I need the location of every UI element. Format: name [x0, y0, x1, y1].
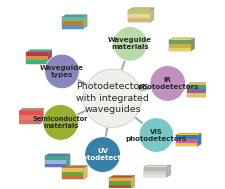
- Polygon shape: [62, 176, 83, 179]
- Polygon shape: [187, 85, 208, 97]
- Text: Waveguide
types: Waveguide types: [40, 65, 84, 78]
- Polygon shape: [187, 93, 208, 97]
- Text: Semiconductor
materials: Semiconductor materials: [33, 116, 88, 129]
- Polygon shape: [109, 185, 131, 189]
- Polygon shape: [176, 143, 197, 146]
- Polygon shape: [45, 154, 70, 156]
- Text: VIS
photodetectors: VIS photodetectors: [126, 129, 187, 142]
- Polygon shape: [26, 60, 48, 64]
- Polygon shape: [83, 15, 87, 29]
- Polygon shape: [19, 111, 40, 124]
- Polygon shape: [40, 108, 43, 124]
- Polygon shape: [150, 8, 154, 22]
- Polygon shape: [62, 172, 83, 176]
- Polygon shape: [62, 17, 83, 29]
- Polygon shape: [131, 175, 135, 189]
- Text: IR
photodetectors: IR photodetectors: [137, 77, 198, 90]
- Polygon shape: [187, 89, 208, 93]
- Polygon shape: [48, 50, 52, 64]
- Polygon shape: [144, 174, 166, 177]
- Polygon shape: [26, 50, 52, 52]
- Polygon shape: [128, 10, 150, 22]
- Circle shape: [113, 27, 147, 61]
- Polygon shape: [176, 136, 197, 139]
- Polygon shape: [169, 38, 194, 40]
- Circle shape: [150, 66, 186, 101]
- Polygon shape: [144, 170, 166, 174]
- Polygon shape: [66, 154, 70, 167]
- Polygon shape: [19, 120, 40, 124]
- Text: Waveguide
materials: Waveguide materials: [108, 37, 152, 50]
- Polygon shape: [19, 108, 43, 111]
- Polygon shape: [62, 15, 87, 17]
- Polygon shape: [83, 166, 87, 179]
- Polygon shape: [62, 21, 83, 25]
- Polygon shape: [19, 111, 40, 115]
- Polygon shape: [128, 8, 154, 10]
- Polygon shape: [109, 181, 131, 185]
- Polygon shape: [45, 156, 66, 167]
- Polygon shape: [176, 136, 197, 146]
- Polygon shape: [26, 52, 48, 56]
- Polygon shape: [208, 82, 212, 97]
- Text: Photodetectors
with integrated
waveguides: Photodetectors with integrated waveguide…: [76, 82, 149, 114]
- Polygon shape: [166, 165, 171, 177]
- Circle shape: [85, 137, 120, 172]
- Polygon shape: [109, 175, 135, 178]
- Polygon shape: [169, 40, 191, 51]
- Polygon shape: [128, 10, 150, 14]
- Polygon shape: [26, 56, 48, 60]
- Polygon shape: [128, 14, 150, 18]
- Polygon shape: [197, 133, 201, 146]
- Circle shape: [43, 105, 79, 140]
- Polygon shape: [187, 82, 212, 85]
- Polygon shape: [62, 166, 87, 168]
- Circle shape: [139, 118, 174, 152]
- Polygon shape: [176, 139, 197, 143]
- Polygon shape: [144, 165, 171, 167]
- Polygon shape: [62, 17, 83, 21]
- Circle shape: [83, 69, 142, 127]
- Polygon shape: [169, 40, 191, 44]
- Circle shape: [45, 54, 79, 89]
- Text: UV
photodetectors: UV photodetectors: [72, 148, 133, 161]
- Polygon shape: [176, 133, 201, 136]
- Polygon shape: [62, 25, 83, 29]
- Polygon shape: [26, 52, 48, 64]
- Polygon shape: [191, 38, 194, 51]
- Polygon shape: [45, 163, 66, 167]
- Polygon shape: [144, 167, 166, 170]
- Polygon shape: [109, 178, 131, 189]
- Polygon shape: [45, 156, 66, 160]
- Polygon shape: [19, 115, 40, 120]
- Polygon shape: [62, 168, 83, 172]
- Polygon shape: [62, 168, 83, 179]
- Polygon shape: [128, 18, 150, 22]
- Polygon shape: [109, 178, 131, 181]
- Polygon shape: [169, 44, 191, 47]
- Polygon shape: [187, 85, 208, 89]
- Polygon shape: [45, 160, 66, 163]
- Polygon shape: [144, 167, 166, 177]
- Polygon shape: [169, 47, 191, 51]
